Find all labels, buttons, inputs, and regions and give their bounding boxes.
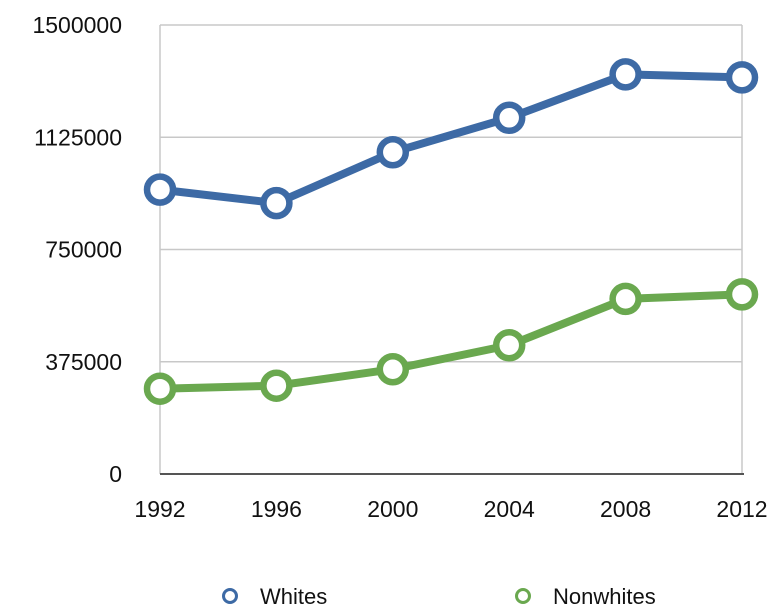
x-tick-label: 2000 bbox=[367, 496, 418, 522]
legend: Whites Nonwhites bbox=[222, 584, 656, 609]
x-tick-label: 2004 bbox=[484, 496, 535, 522]
series-layer bbox=[143, 58, 759, 405]
data-point-nonwhites bbox=[725, 278, 759, 311]
y-tick-label: 1125000 bbox=[34, 124, 122, 150]
data-point-nonwhites bbox=[143, 372, 177, 405]
data-point-whites bbox=[492, 101, 526, 135]
x-tick-label: 2008 bbox=[600, 496, 651, 522]
legend-marker-nonwhites bbox=[515, 588, 531, 604]
x-tick-label: 2012 bbox=[716, 496, 767, 522]
x-tick-label: 1992 bbox=[134, 496, 185, 522]
legend-label-whites: Whites bbox=[260, 584, 327, 609]
legend-marker-whites bbox=[222, 588, 238, 604]
series-line-nonwhites bbox=[156, 290, 746, 393]
data-point-whites bbox=[609, 58, 642, 91]
y-tick-label: 1500000 bbox=[32, 12, 122, 38]
y-tick-label: 375000 bbox=[45, 349, 122, 375]
x-tick-labels: 1992 1996 2000 2004 2008 2012 bbox=[134, 496, 767, 522]
x-tick-label: 1996 bbox=[251, 496, 302, 522]
y-tick-label: 0 bbox=[109, 461, 122, 487]
legend-label-nonwhites: Nonwhites bbox=[553, 584, 656, 609]
data-point-nonwhites bbox=[260, 369, 293, 402]
data-point-nonwhites bbox=[376, 352, 410, 386]
data-point-nonwhites bbox=[492, 329, 526, 362]
series-line-whites bbox=[156, 70, 746, 208]
data-point-nonwhites bbox=[609, 282, 642, 316]
data-point-whites bbox=[725, 61, 759, 94]
y-tick-label: 750000 bbox=[45, 237, 122, 263]
data-point-whites bbox=[260, 186, 293, 220]
data-point-whites bbox=[376, 135, 410, 169]
data-point-whites bbox=[143, 173, 177, 206]
y-tick-labels: 0 375000 750000 1125000 1500000 bbox=[32, 12, 122, 487]
